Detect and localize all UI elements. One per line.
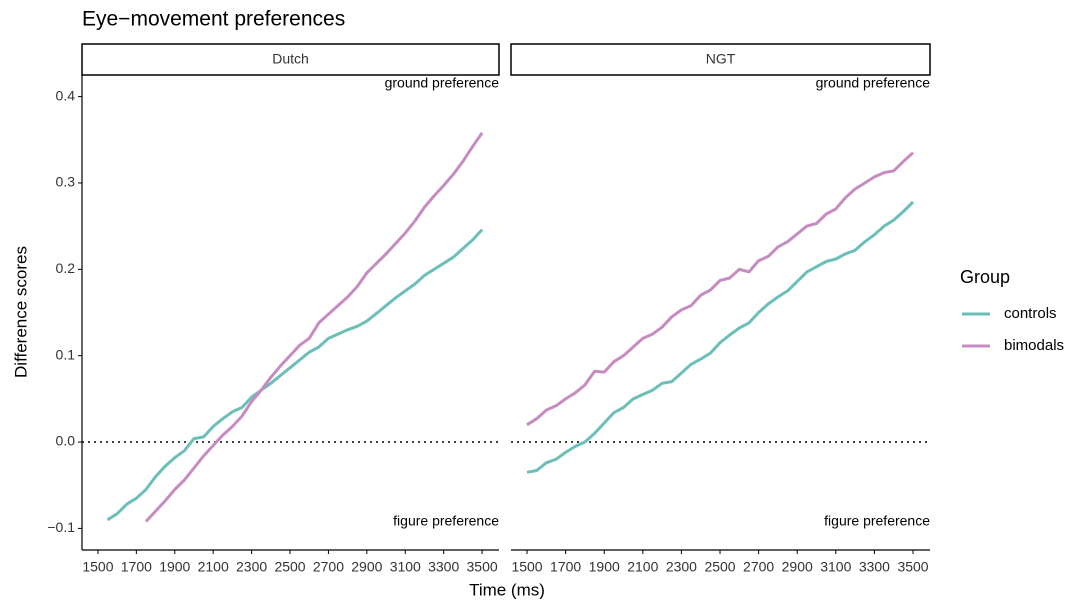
strip xyxy=(510,43,931,76)
x-tick-label: 3500 xyxy=(467,559,498,575)
legend-label: controls xyxy=(1004,305,1057,322)
strip xyxy=(81,43,500,76)
x-tick-label: 1700 xyxy=(121,559,152,575)
y-tick-label: 0.0 xyxy=(56,433,76,449)
x-tick-label: 2100 xyxy=(198,559,229,575)
line xyxy=(526,151,915,427)
strip-label: NGT xyxy=(706,51,736,67)
x-tick-label: 2500 xyxy=(274,559,305,575)
x-tick-label: 3300 xyxy=(859,559,890,575)
x-tick-label: 3100 xyxy=(820,559,851,575)
x-tick-label: 2100 xyxy=(627,559,658,575)
legend-label: bimodals xyxy=(1004,337,1064,354)
x-tick-label: 2700 xyxy=(743,559,774,575)
annotation: figure preference xyxy=(393,513,499,529)
x-axis-label: Time (ms) xyxy=(469,580,545,599)
y-axis-label: Difference scores xyxy=(11,246,30,378)
x-tick-label: 2500 xyxy=(704,559,735,575)
line xyxy=(144,132,484,523)
x-tick-label: 1500 xyxy=(82,559,113,575)
y-tick-label: 0.1 xyxy=(56,346,76,362)
annotation: ground preference xyxy=(816,75,931,91)
x-tick-label: 2900 xyxy=(351,559,382,575)
x-tick-label: 2900 xyxy=(782,559,813,575)
y-tick-label: 0.2 xyxy=(56,260,76,276)
annotation: ground preference xyxy=(385,75,500,91)
x-tick-label: 3300 xyxy=(428,559,459,575)
x-tick-label: 2300 xyxy=(236,559,267,575)
x-tick-label: 2300 xyxy=(666,559,697,575)
x-tick-label: 3100 xyxy=(390,559,421,575)
x-tick-label: 1700 xyxy=(550,559,581,575)
chart-title: Eye−movement preferences xyxy=(82,8,345,31)
y-tick-label: 0.4 xyxy=(56,87,76,103)
annotation: figure preference xyxy=(824,513,930,529)
line xyxy=(526,200,915,474)
strip-label: Dutch xyxy=(272,51,309,67)
line xyxy=(106,228,484,522)
y-tick-label: −0.1 xyxy=(47,519,75,535)
x-tick-label: 1900 xyxy=(159,559,190,575)
x-tick-label: 3500 xyxy=(897,559,928,575)
x-tick-label: 2700 xyxy=(313,559,344,575)
legend-title: Group xyxy=(960,267,1010,287)
x-tick-label: 1500 xyxy=(511,559,542,575)
y-tick-label: 0.3 xyxy=(56,174,76,190)
x-tick-label: 1900 xyxy=(589,559,620,575)
